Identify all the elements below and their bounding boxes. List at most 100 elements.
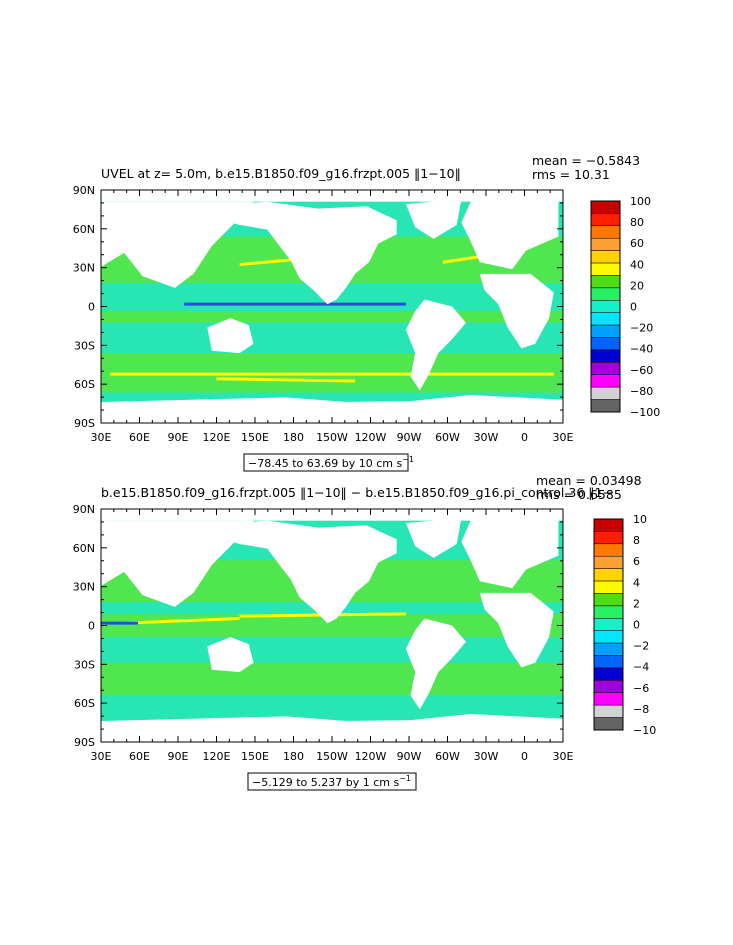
colorbar-swatch bbox=[593, 717, 624, 731]
x-tick-label: 30W bbox=[474, 750, 499, 763]
landmass-6 bbox=[207, 637, 254, 673]
y-tick-label: 90S bbox=[74, 736, 95, 749]
panel-1: UVEL at z= 5.0m, b.e15.B1850.f09_g16.frz… bbox=[73, 153, 660, 472]
colorbar-swatch bbox=[590, 324, 621, 338]
ocean-band-4 bbox=[101, 322, 563, 354]
colorbar-swatch bbox=[590, 374, 621, 388]
panel-2-range-label: −5.129 to 5.237 by 1 cm s−1 bbox=[252, 774, 411, 789]
colorbar-label: 10 bbox=[633, 513, 647, 526]
y-tick-label: 90N bbox=[73, 503, 95, 516]
panel-1-range-unit-exponent: −1 bbox=[402, 455, 414, 464]
colorbar-swatch bbox=[590, 250, 621, 264]
y-tick-label: 90N bbox=[73, 184, 95, 197]
colorbar-swatch bbox=[590, 287, 621, 301]
colorbar-swatch bbox=[590, 386, 621, 400]
x-tick-label: 60W bbox=[435, 750, 460, 763]
y-tick-label: 0 bbox=[88, 301, 95, 314]
colorbar-swatch bbox=[590, 213, 621, 227]
landmass-2 bbox=[405, 299, 466, 391]
colorbar-swatch bbox=[590, 262, 621, 276]
panel-2-rms: rms = 0.6585 bbox=[536, 487, 622, 502]
panel-2: b.e15.B1850.f09_g16.frzpt.005 ‖1−10‖ − b… bbox=[73, 473, 656, 791]
panel-1-mean: mean = −0.5843 bbox=[532, 153, 640, 168]
colorbar-swatch bbox=[590, 300, 621, 313]
colorbar-swatch bbox=[593, 667, 624, 681]
colorbar-label: 4 bbox=[633, 576, 640, 589]
x-tick-label: 90E bbox=[168, 431, 189, 444]
x-tick-label: 30E bbox=[91, 431, 112, 444]
colorbar-swatch bbox=[590, 337, 621, 351]
landmass-5 bbox=[479, 273, 554, 349]
x-tick-label: 30E bbox=[553, 750, 574, 763]
panel-2-range-unit-exponent: −1 bbox=[399, 774, 411, 783]
colorbar-swatch bbox=[590, 312, 621, 326]
panel-1-range-box bbox=[243, 453, 409, 472]
colorbar-swatch bbox=[590, 237, 621, 251]
colorbar-frame bbox=[590, 200, 621, 413]
colorbar-swatch bbox=[593, 655, 624, 669]
colorbar-label: 8 bbox=[633, 534, 640, 547]
x-tick-label: 150E bbox=[241, 750, 269, 763]
panel-1-map-field bbox=[101, 190, 563, 423]
landmass-3 bbox=[461, 199, 559, 270]
colorbar-swatch bbox=[590, 399, 621, 413]
colorbar-label: −40 bbox=[630, 343, 653, 356]
colorbar-swatch bbox=[590, 362, 621, 376]
colorbar-frame bbox=[593, 518, 624, 731]
colorbar-label: 0 bbox=[630, 301, 637, 314]
ocean-band-3 bbox=[101, 311, 563, 323]
colorbar-swatch bbox=[593, 605, 624, 619]
x-tick-label: 0 bbox=[521, 431, 528, 444]
colorbar-label: −8 bbox=[633, 703, 649, 716]
x-tick-label: 60E bbox=[129, 431, 150, 444]
colorbar-swatch bbox=[590, 200, 621, 214]
y-tick-label: 90S bbox=[74, 417, 95, 430]
x-tick-label: 150W bbox=[316, 750, 348, 763]
colorbar-label: 6 bbox=[633, 555, 640, 568]
colorbar-label: −2 bbox=[633, 640, 649, 653]
panel-1-colorbar: 100 80 60 40 20 0 −20 −40 −60 −80 −100 bbox=[590, 195, 660, 419]
colorbar-swatch bbox=[593, 555, 624, 569]
x-tick-label: 120W bbox=[355, 750, 387, 763]
current-streak-0 bbox=[124, 617, 240, 625]
landmass-2 bbox=[405, 618, 466, 710]
colorbar-label: −100 bbox=[630, 406, 660, 419]
colorbar-swatch bbox=[593, 680, 624, 694]
colorbar-label: −6 bbox=[633, 682, 649, 695]
panel-2-title: b.e15.B1850.f09_g16.frzpt.005 ‖1−10‖ − b… bbox=[101, 485, 613, 500]
colorbar-swatch bbox=[593, 704, 624, 718]
y-tick-label: 30N bbox=[73, 262, 95, 275]
landmass-1 bbox=[405, 199, 462, 239]
panel-1-rms: rms = 10.31 bbox=[532, 167, 610, 182]
y-tick-label: 30N bbox=[73, 581, 95, 594]
x-tick-label: 60E bbox=[129, 750, 150, 763]
ocean-band-5 bbox=[101, 662, 563, 696]
colorbar-label: 60 bbox=[630, 237, 644, 250]
x-tick-label: 120E bbox=[203, 750, 231, 763]
panel-2-colorbar: 10 8 6 4 2 0 −2 −4 −6 −8 −10 bbox=[593, 513, 656, 737]
panel-2-map-field bbox=[101, 509, 563, 742]
x-tick-label: 0 bbox=[521, 750, 528, 763]
colorbar-swatch bbox=[593, 593, 624, 607]
panel-2-mean: mean = 0.03498 bbox=[536, 473, 642, 488]
colorbar-swatch bbox=[593, 692, 624, 706]
landmass-4 bbox=[101, 201, 254, 288]
x-tick-label: 150W bbox=[316, 431, 348, 444]
colorbar-swatch bbox=[590, 275, 621, 289]
x-tick-label: 90W bbox=[397, 431, 422, 444]
landmass-4 bbox=[101, 520, 254, 607]
colorbar-label: 100 bbox=[630, 195, 651, 208]
y-tick-label: 30S bbox=[74, 339, 95, 352]
y-tick-label: 60S bbox=[74, 697, 95, 710]
colorbar-swatch bbox=[593, 518, 624, 532]
y-tick-label: 0 bbox=[88, 620, 95, 633]
colorbar-label: 40 bbox=[630, 258, 644, 271]
x-tick-label: 180 bbox=[283, 431, 304, 444]
colorbar-label: −20 bbox=[630, 322, 653, 335]
colorbar-swatch bbox=[593, 618, 624, 631]
x-tick-label: 180 bbox=[283, 750, 304, 763]
colorbar-label: −60 bbox=[630, 364, 653, 377]
y-tick-label: 60N bbox=[73, 223, 95, 236]
colorbar-label: 80 bbox=[630, 216, 644, 229]
